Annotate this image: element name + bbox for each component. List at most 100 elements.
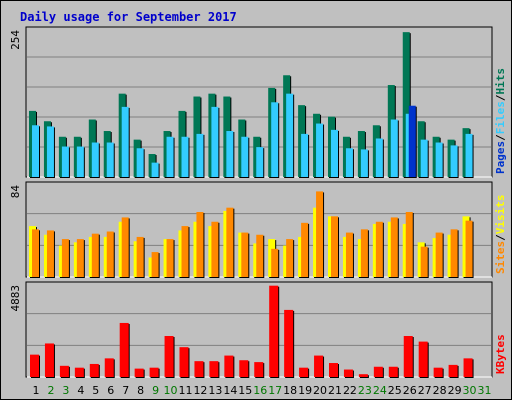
bar-files [420, 139, 428, 177]
bar-sites [316, 191, 324, 277]
bar-sites [420, 246, 428, 277]
bar-sites [331, 216, 338, 277]
bar-sites [32, 229, 39, 277]
day-label: 31 [478, 384, 492, 397]
bar-files [331, 129, 338, 177]
bar-files [226, 131, 234, 177]
bar-files [286, 93, 294, 177]
bar-files [211, 106, 219, 177]
day-label: 13 [208, 384, 222, 397]
legend-entry: Pages [494, 141, 507, 174]
bar-files [76, 146, 84, 177]
panel-max-label: 4883 [9, 285, 22, 312]
chart-title: Daily usage for September 2017 [20, 10, 237, 24]
bar-files [256, 147, 264, 177]
bar-kbytes [44, 343, 54, 377]
bar-kbytes [239, 360, 249, 377]
bar-kbytes [403, 336, 413, 377]
bar-kbytes [104, 358, 114, 377]
bar-kbytes [314, 355, 324, 377]
day-label: 25 [388, 384, 402, 397]
panel-frame [25, 281, 493, 378]
day-label: 9 [152, 384, 159, 397]
bar-files [166, 136, 174, 177]
bar-sites [390, 217, 398, 277]
bar-sites [226, 207, 234, 277]
day-label: 22 [343, 384, 357, 397]
day-label: 28 [433, 384, 447, 397]
bar-files [301, 133, 309, 177]
bar-kbytes [179, 347, 189, 377]
bar-files [46, 126, 54, 177]
bar-kbytes [224, 355, 234, 377]
bar-files [91, 142, 99, 177]
bar-kbytes [463, 358, 473, 377]
bar-kbytes [209, 361, 219, 377]
day-label: 29 [448, 384, 462, 397]
bar-kbytes [149, 367, 159, 377]
bar-sites [211, 221, 219, 277]
bar-kbytes [74, 367, 84, 377]
day-label: 30 [463, 384, 477, 397]
day-label: 19 [298, 384, 312, 397]
bar-files [465, 133, 473, 177]
bar-sites [450, 229, 458, 277]
bar-sites [256, 234, 264, 277]
bar-files [196, 133, 204, 177]
bar-kbytes [329, 363, 338, 377]
bar-sites [76, 239, 84, 277]
bar-files [121, 106, 129, 177]
day-label: 2 [47, 384, 54, 397]
bar-kbytes [194, 361, 204, 377]
bar-sites [151, 252, 159, 277]
day-label: 8 [137, 384, 144, 397]
day-label: 12 [193, 384, 207, 397]
panel-kbytes: 4883 KBytes [9, 281, 507, 378]
bar-files [241, 136, 249, 177]
bar-sites [46, 230, 54, 277]
day-label: 24 [373, 384, 387, 397]
bar-hits [402, 32, 410, 178]
bar-files [181, 136, 189, 177]
bar-sites [405, 212, 413, 277]
legend-entry: Files [494, 101, 507, 134]
legend-entry: Hits [494, 68, 507, 95]
bar-sites [271, 248, 279, 277]
bar-pages [408, 105, 416, 177]
bar-files [390, 119, 398, 177]
bar-files [435, 142, 443, 177]
day-label: 7 [122, 384, 129, 397]
panel-max-label: 84 [9, 185, 22, 199]
bar-files [106, 142, 114, 177]
bar-kbytes [358, 374, 368, 377]
bar-sites [166, 239, 174, 277]
bar-kbytes [254, 362, 264, 377]
legend-entry: / [494, 134, 507, 141]
bar-files [271, 102, 279, 177]
bar-kbytes [299, 367, 309, 377]
bar-sites [106, 231, 114, 277]
bar-sites [241, 232, 249, 277]
bar-sites [91, 233, 99, 277]
bar-sites [196, 212, 204, 277]
bar-files [375, 138, 383, 177]
panel-legend: Sites/Visits [494, 195, 507, 275]
bar-sites [61, 239, 69, 277]
bar-files [345, 148, 353, 177]
bar-sites [286, 239, 294, 277]
bar-sites [345, 232, 353, 277]
bar-sites [301, 222, 309, 277]
bar-kbytes [134, 368, 144, 377]
bar-files [450, 145, 458, 177]
day-label: 17 [268, 384, 282, 397]
bar-files [316, 123, 324, 177]
bar-sites [375, 221, 383, 277]
bar-kbytes [30, 354, 39, 377]
day-label: 16 [253, 384, 267, 397]
day-label: 18 [283, 384, 297, 397]
day-label: 20 [313, 384, 327, 397]
panel-legend: KBytes [494, 334, 507, 374]
